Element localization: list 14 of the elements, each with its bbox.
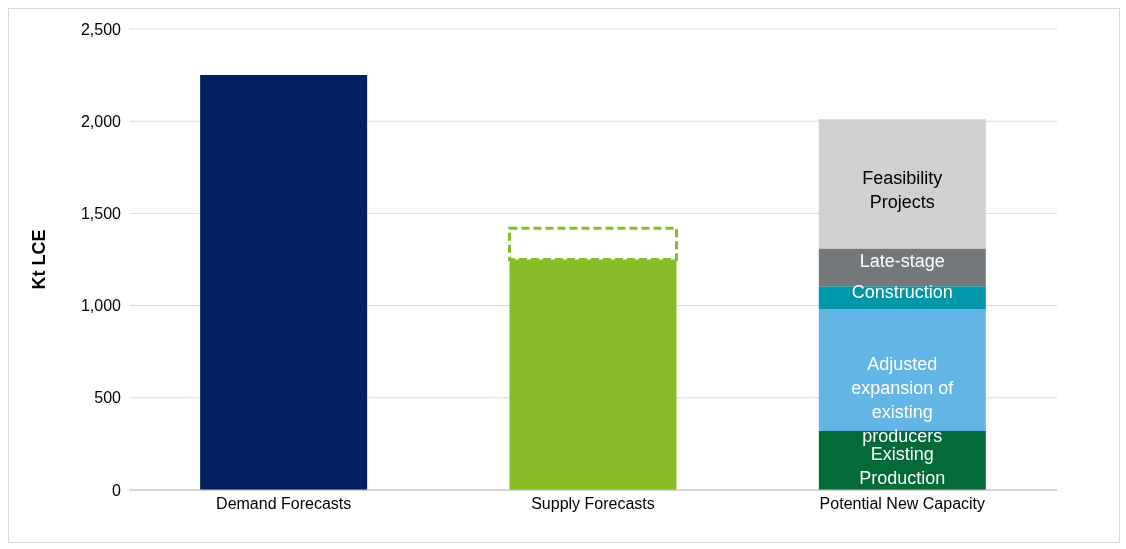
y-tick-label: 0	[112, 481, 122, 499]
x-tick-label: Demand Forecasts	[216, 495, 352, 513]
y-tick-label: 500	[94, 389, 122, 407]
y-tick-label: 2,500	[80, 20, 122, 38]
y-tick-label: 1,500	[80, 205, 122, 223]
series-label: Construction	[851, 281, 953, 302]
y-axis-title: Kt LCE	[29, 229, 50, 290]
series-label: Feasibility Projects	[862, 167, 943, 212]
series-label: Adjusted expansion of existing producers	[851, 354, 955, 447]
y-tick-label: 1,000	[80, 297, 122, 315]
x-tick-label: Potential New Capacity	[819, 495, 986, 513]
series-label: Late-stage	[859, 251, 945, 272]
y-tick-label: 2,000	[80, 112, 122, 130]
x-tick-label: Supply Forecasts	[531, 495, 655, 513]
